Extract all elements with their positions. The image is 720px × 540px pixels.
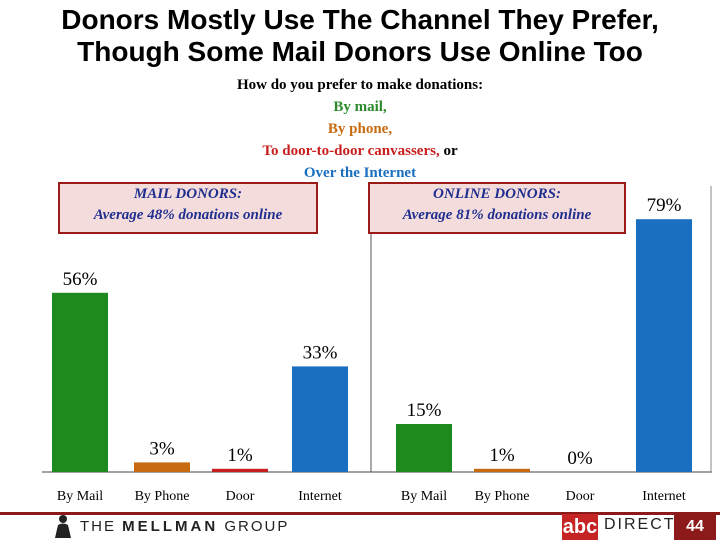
survey-question: How do you prefer to make donations: By … bbox=[150, 74, 570, 184]
option-by-phone: By phone, bbox=[327, 121, 393, 137]
direct-logo: DIRECT bbox=[604, 516, 676, 533]
online-donors-box: ONLINE DONORS: Average 81% donations onl… bbox=[368, 182, 626, 234]
mail-donors-bar-door bbox=[212, 468, 268, 472]
online-donors-value-label-by-phone: 1% bbox=[489, 445, 515, 466]
mail-donors-bar-by-phone bbox=[134, 462, 190, 472]
slide-title: Donors Mostly Use The Channel They Prefe… bbox=[0, 4, 720, 68]
online-donors-category-label-by-mail: By Mail bbox=[401, 489, 447, 504]
online-donors-category-label-door: Door bbox=[566, 489, 595, 504]
mail-donors-category-label-by-phone: By Phone bbox=[135, 489, 190, 504]
mellman-group-logo: THE MELLMAN GROUP bbox=[80, 518, 289, 535]
page-number: 44 bbox=[674, 514, 716, 540]
mail-donors-value-label-door: 1% bbox=[227, 445, 253, 466]
brand-mellman: MELLMAN bbox=[122, 518, 219, 535]
mail-donors-value-label-internet: 33% bbox=[303, 342, 338, 363]
abc-logo: abc bbox=[562, 514, 598, 540]
mail-donors-bar-by-mail bbox=[52, 292, 108, 472]
mail-donors-value-label-by-mail: 56% bbox=[63, 269, 98, 290]
online-donors-value-label-by-mail: 15% bbox=[407, 400, 442, 421]
footer-divider bbox=[0, 512, 720, 515]
mail-donors-average: Average 48% donations online bbox=[93, 207, 283, 223]
mail-donors-heading: MAIL DONORS: bbox=[133, 186, 243, 202]
online-donors-heading: ONLINE DONORS: bbox=[433, 186, 561, 202]
option-by-mail: By mail, bbox=[333, 99, 387, 115]
option-door: To door-to-door canvassers, bbox=[262, 143, 440, 159]
mail-donors-category-label-internet: Internet bbox=[298, 489, 342, 504]
option-or: or bbox=[443, 143, 458, 159]
online-donors-bar-internet bbox=[636, 219, 692, 472]
online-donors-bar-by-mail bbox=[396, 424, 452, 472]
question-text: How do you prefer to make donations: bbox=[236, 77, 484, 93]
online-donors-value-label-door: 0% bbox=[567, 448, 593, 469]
footer-bar bbox=[0, 512, 720, 540]
title-line-1: Donors Mostly Use The Channel They Prefe… bbox=[61, 4, 659, 35]
mellman-logo-icon bbox=[55, 515, 71, 538]
mail-donors-box: MAIL DONORS: Average 48% donations onlin… bbox=[58, 182, 318, 234]
option-internet: Over the Internet bbox=[303, 165, 417, 181]
online-donors-category-label-internet: Internet bbox=[642, 489, 686, 504]
online-donors-bar-by-phone bbox=[474, 468, 530, 472]
online-donors-value-label-internet: 79% bbox=[647, 195, 682, 216]
mail-donors-bar-internet bbox=[292, 366, 348, 472]
mail-donors-category-label-door: Door bbox=[226, 489, 255, 504]
brand-group: GROUP bbox=[224, 518, 290, 535]
online-donors-category-label-by-phone: By Phone bbox=[475, 489, 530, 504]
title-line-2: Though Some Mail Donors Use Online Too bbox=[77, 36, 643, 67]
brand-the: THE bbox=[80, 518, 116, 535]
mail-donors-category-label-by-mail: By Mail bbox=[57, 489, 103, 504]
mail-donors-value-label-by-phone: 3% bbox=[149, 438, 175, 459]
option-door-line: To door-to-door canvassers, or bbox=[150, 140, 570, 162]
online-donors-average: Average 81% donations online bbox=[402, 207, 592, 223]
